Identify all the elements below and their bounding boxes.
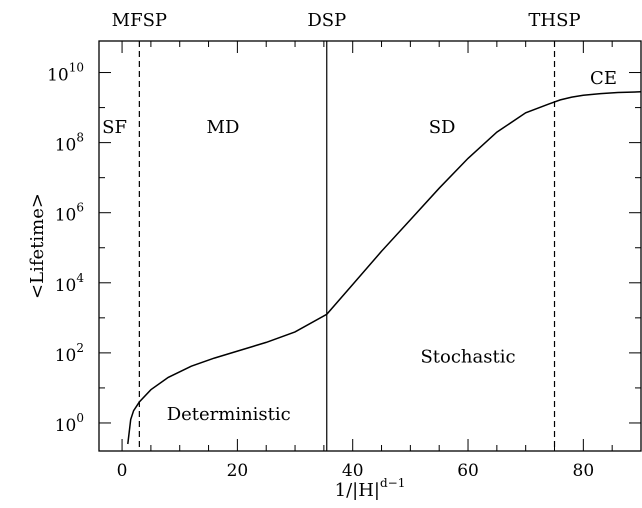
x-tick-label: 20 [227, 461, 249, 481]
y-tick-label: 104 [55, 271, 85, 296]
annotations: MFSP DSP THSP SF MD SD CE Deterministic Stochast… [102, 10, 617, 425]
region-label: CE [590, 68, 617, 89]
y-tick-label: 108 [55, 131, 84, 156]
x-tick-label: 60 [457, 461, 479, 481]
y-tick-label: 106 [55, 201, 84, 226]
y-tick-label: 1010 [47, 61, 84, 86]
x-tick-label: 80 [573, 461, 595, 481]
boundary-label: DSP [307, 10, 346, 31]
tick-labels: 0 20 40 60 80 100 102 104 106 108 1010 [47, 61, 594, 481]
plot-frame [98, 40, 642, 452]
phase-boundaries [138, 41, 556, 451]
region-label: MD [207, 117, 240, 138]
boundary-label: MFSP [112, 10, 167, 31]
region-label: SD [429, 117, 456, 138]
x-axis-label-exponent: d−1 [380, 476, 405, 490]
y-axis-label: <Lifetime> [27, 193, 48, 299]
y-tick-label: 102 [55, 341, 84, 366]
x-axis-label-base: 1/|H| [335, 480, 380, 501]
region-label: Deterministic [167, 404, 291, 425]
x-tick-label: 0 [117, 461, 128, 481]
x-tick-label: 40 [342, 461, 364, 481]
boundary-label: THSP [528, 10, 580, 31]
axis-ticks [99, 41, 642, 451]
lifetime-curve [127, 91, 642, 445]
y-tick-label: 100 [55, 411, 84, 436]
x-axis-label: 1/|H|d−1 [335, 476, 406, 501]
region-label: SF [102, 117, 127, 138]
region-label: Stochastic [420, 346, 515, 367]
